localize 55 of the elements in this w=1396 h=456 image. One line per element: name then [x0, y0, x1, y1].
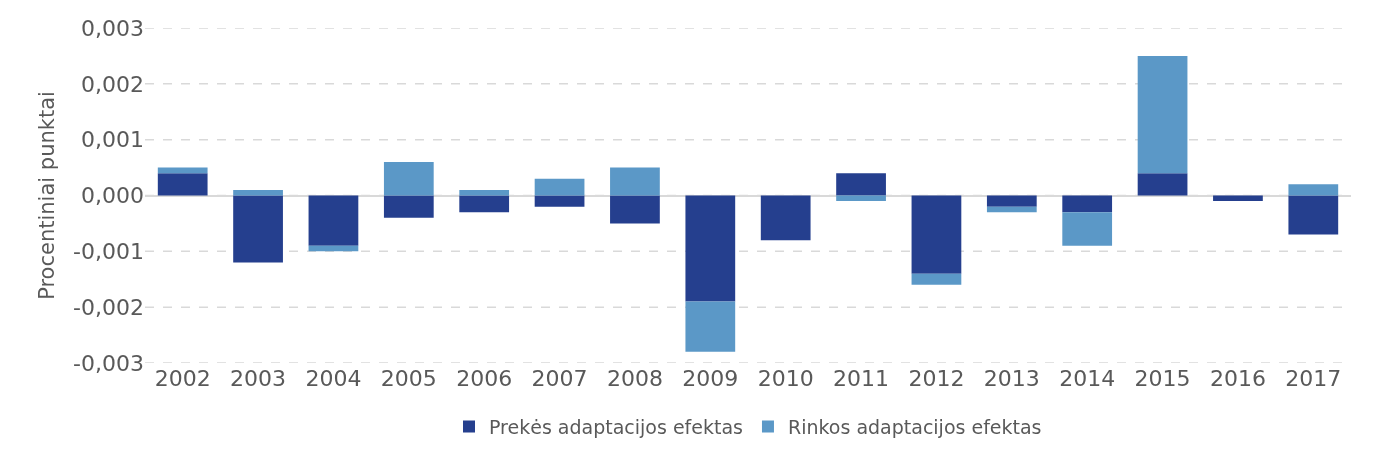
bar: [1137, 55, 1188, 174]
y-tick-label: -0,003: [73, 350, 144, 376]
x-tick-label: 2015: [1134, 366, 1191, 391]
x-tick-label: 2012: [908, 366, 965, 391]
bar: [760, 195, 811, 241]
bar: [534, 178, 585, 196]
x-tick-label: 2016: [1209, 366, 1266, 391]
x-tick-label: 2010: [757, 366, 814, 391]
x-tick-label: 2002: [154, 366, 211, 391]
legend-label: Prekės adaptacijos efektas: [489, 415, 743, 438]
bar: [383, 195, 434, 218]
x-tick-label: 2007: [531, 366, 588, 391]
y-tick-label: 0,003: [81, 15, 144, 41]
y-axis-title: Procentiniai punktai: [35, 91, 60, 300]
bar: [986, 195, 1037, 207]
bar: [157, 167, 208, 174]
bar: [233, 195, 283, 263]
bar: [1288, 195, 1339, 235]
bar: [836, 173, 886, 196]
bar: [610, 195, 660, 224]
bar: [610, 167, 660, 196]
bar: [911, 195, 962, 274]
bar: [233, 189, 283, 196]
x-tick-label: 2003: [230, 366, 287, 391]
legend-label: Rinkos adaptacijos efektas: [787, 415, 1042, 438]
bar: [308, 195, 359, 246]
bar: [685, 301, 736, 352]
x-tick-label: 2011: [833, 366, 890, 391]
y-tick-label: 0,000: [81, 183, 144, 209]
bar: [459, 189, 510, 196]
bar: [986, 206, 1037, 213]
bar: [836, 195, 886, 202]
x-tick-label: 2006: [456, 366, 513, 391]
y-tick-label: 0,002: [81, 71, 144, 97]
y-tick-label: -0,001: [73, 239, 144, 265]
bar: [911, 273, 962, 285]
bar: [1062, 195, 1113, 213]
x-tick-label: 2017: [1285, 366, 1342, 391]
y-tick-label: -0,002: [73, 294, 144, 320]
x-tick-label: 2014: [1059, 366, 1116, 391]
x-tick-label: 2005: [380, 366, 437, 391]
bar: [1213, 195, 1263, 202]
x-tick-label: 2004: [305, 366, 362, 391]
bar: [459, 195, 510, 213]
x-tick-label: 2009: [682, 366, 739, 391]
y-tick-label: 0,001: [81, 127, 144, 153]
bar: [1137, 173, 1188, 196]
x-tick-label: 2013: [983, 366, 1040, 391]
bar: [157, 173, 208, 196]
bar: [685, 195, 736, 302]
bar: [383, 162, 434, 196]
bar: [534, 195, 585, 207]
bar: [1288, 184, 1339, 196]
bar: [1062, 212, 1113, 246]
x-tick-label: 2008: [606, 366, 663, 391]
